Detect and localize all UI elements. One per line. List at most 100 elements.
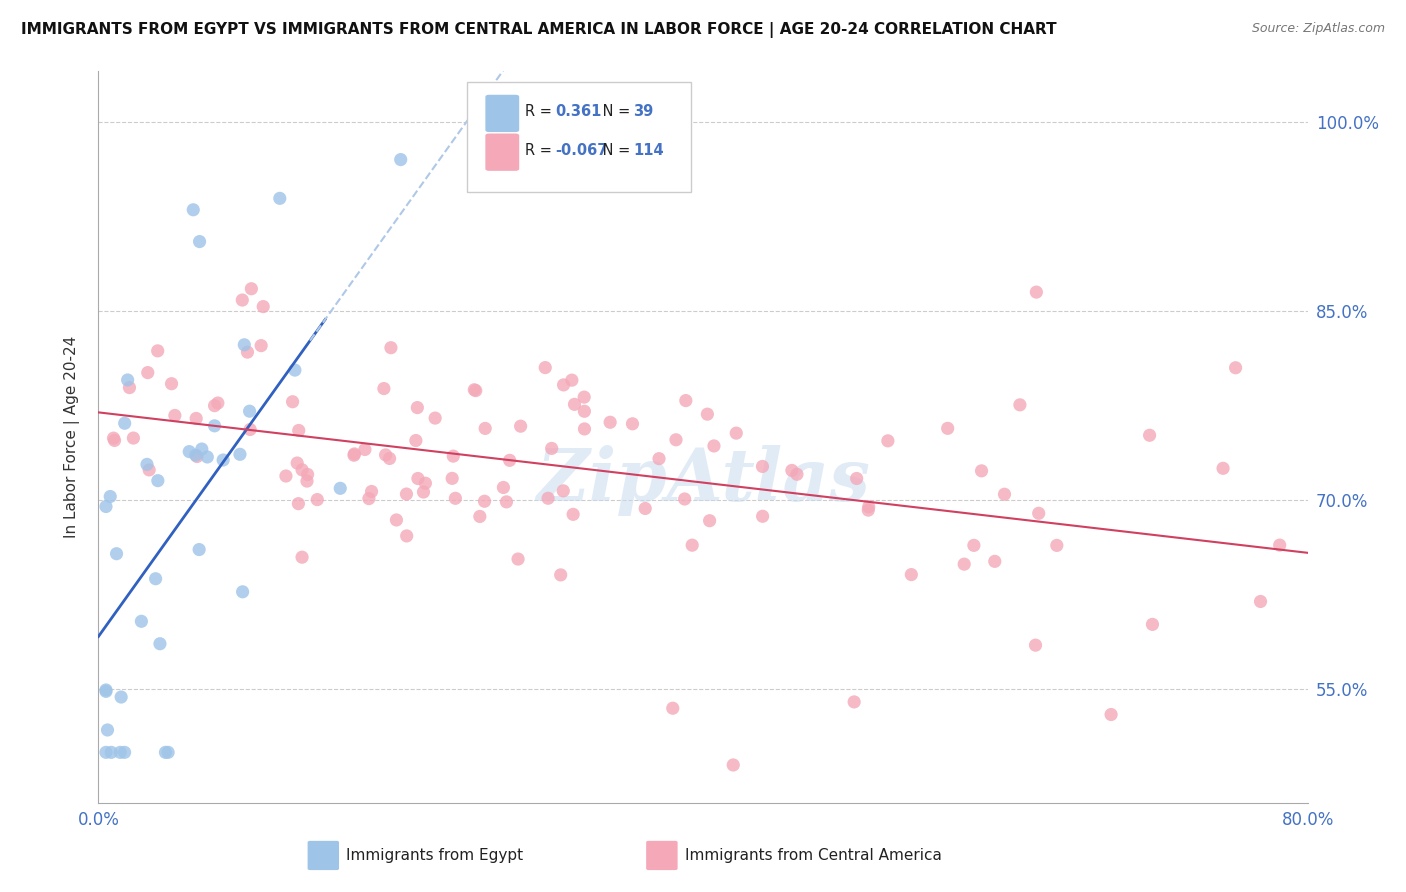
Point bbox=[239, 404, 262, 418]
Point bbox=[117, 373, 139, 387]
Point bbox=[963, 538, 986, 552]
Point bbox=[492, 481, 515, 495]
Point bbox=[1025, 285, 1047, 299]
Point bbox=[970, 464, 993, 478]
Point bbox=[562, 508, 585, 522]
Point bbox=[181, 202, 204, 217]
Text: -0.067: -0.067 bbox=[555, 143, 607, 158]
Point bbox=[665, 433, 688, 447]
Point bbox=[845, 471, 868, 485]
Point bbox=[252, 300, 274, 314]
Point bbox=[495, 495, 517, 509]
Text: 39: 39 bbox=[633, 104, 654, 120]
Point bbox=[204, 399, 226, 413]
Point bbox=[423, 411, 446, 425]
Point bbox=[725, 426, 748, 441]
Point bbox=[412, 485, 434, 500]
Text: R =: R = bbox=[526, 143, 557, 158]
Point bbox=[118, 381, 141, 395]
Point bbox=[380, 341, 402, 355]
Point bbox=[188, 542, 211, 557]
Point bbox=[240, 282, 263, 296]
Point bbox=[441, 471, 464, 485]
Point bbox=[186, 450, 208, 464]
Point bbox=[703, 439, 725, 453]
Point bbox=[474, 494, 496, 508]
Point bbox=[136, 458, 159, 472]
Point bbox=[285, 456, 308, 470]
Point bbox=[287, 497, 309, 511]
Point bbox=[188, 235, 211, 249]
Point bbox=[780, 463, 803, 477]
Point bbox=[406, 471, 429, 485]
Point bbox=[621, 417, 644, 431]
Point bbox=[207, 396, 229, 410]
Text: IMMIGRANTS FROM EGYPT VS IMMIGRANTS FROM CENTRAL AMERICA IN LABOR FORCE | AGE 20: IMMIGRANTS FROM EGYPT VS IMMIGRANTS FROM… bbox=[21, 22, 1057, 38]
Point bbox=[204, 418, 226, 433]
Text: ZipAtlas: ZipAtlas bbox=[536, 445, 870, 516]
Point bbox=[395, 487, 418, 501]
Point bbox=[936, 421, 959, 435]
Point bbox=[441, 449, 464, 463]
Point bbox=[389, 153, 412, 167]
Point bbox=[681, 538, 703, 552]
Text: N =: N = bbox=[598, 143, 634, 158]
Point bbox=[295, 474, 318, 488]
Point bbox=[385, 513, 408, 527]
Point bbox=[699, 514, 721, 528]
Point bbox=[212, 453, 235, 467]
Point bbox=[138, 463, 160, 477]
Point bbox=[191, 442, 214, 456]
Point bbox=[94, 500, 117, 514]
Point bbox=[844, 695, 866, 709]
Point bbox=[103, 434, 125, 448]
Point bbox=[160, 376, 183, 391]
Point bbox=[98, 490, 121, 504]
Point bbox=[146, 474, 169, 488]
Point bbox=[157, 745, 180, 759]
Y-axis label: In Labor Force | Age 20-24: In Labor Force | Age 20-24 bbox=[63, 336, 80, 538]
Text: R =: R = bbox=[526, 104, 557, 120]
FancyBboxPatch shape bbox=[467, 82, 690, 192]
FancyBboxPatch shape bbox=[647, 841, 678, 870]
Point bbox=[357, 491, 380, 506]
Point bbox=[405, 434, 427, 448]
Point bbox=[179, 444, 201, 458]
FancyBboxPatch shape bbox=[485, 95, 519, 132]
Point bbox=[599, 415, 621, 429]
Point bbox=[195, 450, 218, 464]
Point bbox=[184, 448, 207, 462]
Point bbox=[1008, 398, 1031, 412]
Point bbox=[281, 394, 304, 409]
Point bbox=[1142, 617, 1164, 632]
Point bbox=[100, 745, 122, 759]
Point bbox=[329, 481, 352, 495]
Point bbox=[1046, 538, 1069, 552]
Point bbox=[1268, 538, 1291, 552]
Point bbox=[550, 567, 572, 582]
Point bbox=[464, 384, 486, 398]
Point bbox=[572, 390, 595, 404]
Point bbox=[495, 102, 517, 116]
Point bbox=[648, 451, 671, 466]
Point bbox=[673, 491, 696, 506]
Point bbox=[463, 383, 485, 397]
Point bbox=[110, 745, 132, 759]
Point bbox=[474, 421, 496, 435]
Point bbox=[291, 550, 314, 565]
Point bbox=[1225, 360, 1247, 375]
Point bbox=[287, 424, 309, 438]
Point bbox=[723, 758, 745, 772]
Point bbox=[406, 401, 429, 415]
Point bbox=[343, 447, 366, 461]
Point bbox=[94, 745, 117, 759]
Point bbox=[1139, 428, 1161, 442]
Text: 0.361: 0.361 bbox=[555, 104, 602, 120]
Point bbox=[378, 451, 401, 466]
Point bbox=[186, 411, 208, 425]
Point bbox=[94, 684, 117, 698]
Point bbox=[858, 503, 880, 517]
Point bbox=[661, 701, 683, 715]
Point bbox=[269, 191, 291, 205]
Point bbox=[786, 467, 808, 482]
